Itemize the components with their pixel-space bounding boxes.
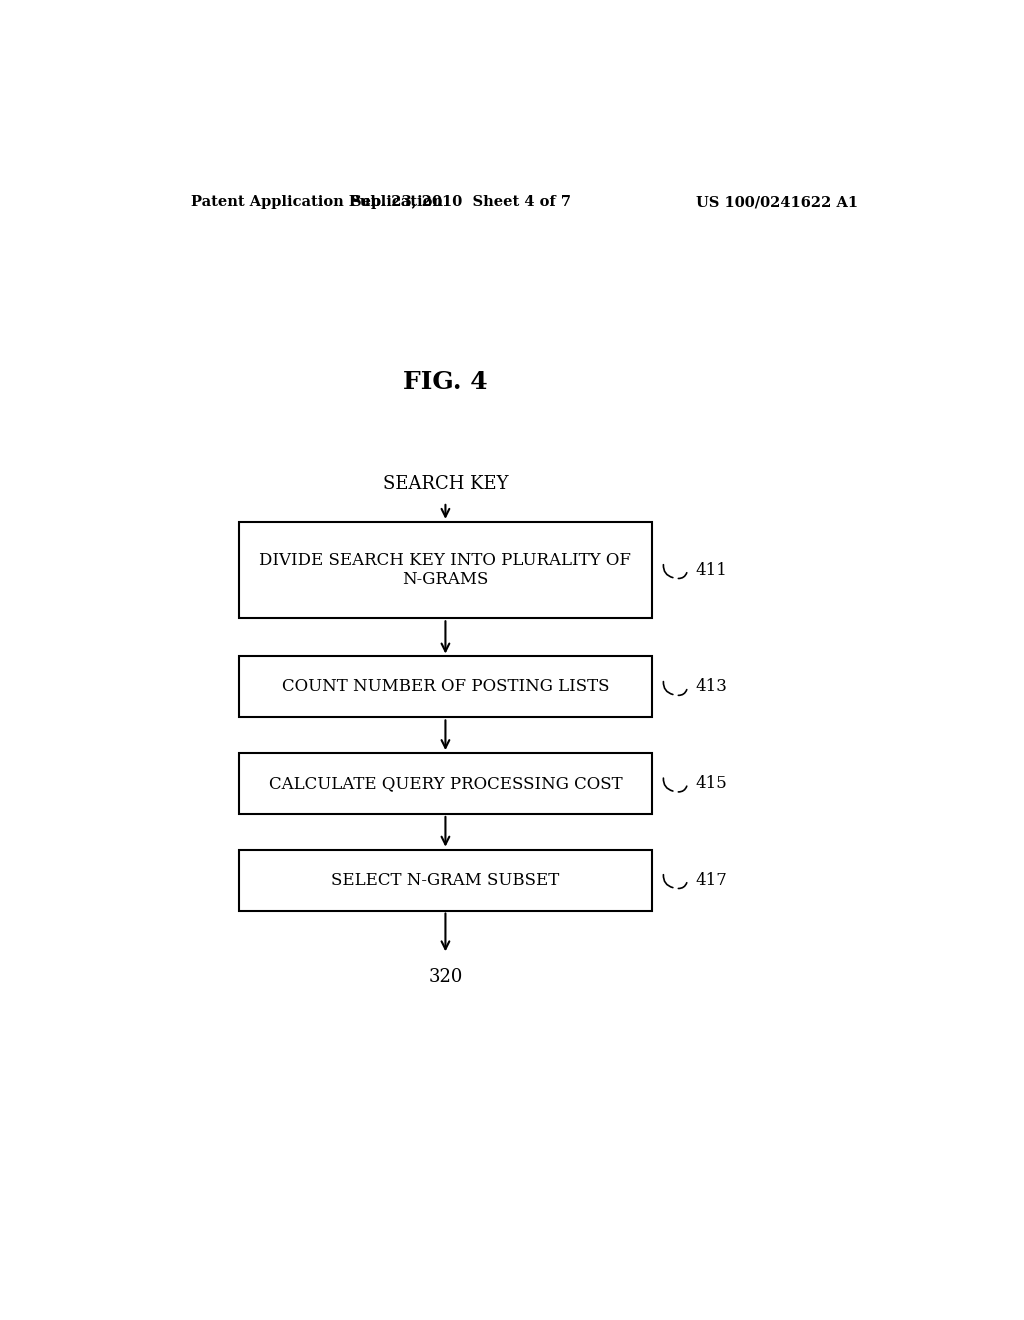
- Text: CALCULATE QUERY PROCESSING COST: CALCULATE QUERY PROCESSING COST: [268, 775, 623, 792]
- Text: FIG. 4: FIG. 4: [403, 370, 487, 393]
- Text: 320: 320: [428, 968, 463, 986]
- FancyBboxPatch shape: [240, 656, 652, 718]
- Text: COUNT NUMBER OF POSTING LISTS: COUNT NUMBER OF POSTING LISTS: [282, 678, 609, 696]
- Text: US 100/0241622 A1: US 100/0241622 A1: [696, 195, 858, 209]
- Text: Sep. 23, 2010  Sheet 4 of 7: Sep. 23, 2010 Sheet 4 of 7: [351, 195, 571, 209]
- FancyBboxPatch shape: [240, 752, 652, 814]
- Text: SEARCH KEY: SEARCH KEY: [383, 475, 508, 492]
- Text: 411: 411: [695, 561, 727, 578]
- Text: 415: 415: [695, 775, 727, 792]
- FancyBboxPatch shape: [240, 850, 652, 911]
- Text: SELECT N-GRAM SUBSET: SELECT N-GRAM SUBSET: [332, 871, 559, 888]
- Text: DIVIDE SEARCH KEY INTO PLURALITY OF
N-GRAMS: DIVIDE SEARCH KEY INTO PLURALITY OF N-GR…: [259, 552, 632, 589]
- FancyBboxPatch shape: [240, 521, 652, 618]
- Text: 417: 417: [695, 871, 727, 888]
- Text: Patent Application Publication: Patent Application Publication: [191, 195, 443, 209]
- Text: 413: 413: [695, 678, 727, 696]
